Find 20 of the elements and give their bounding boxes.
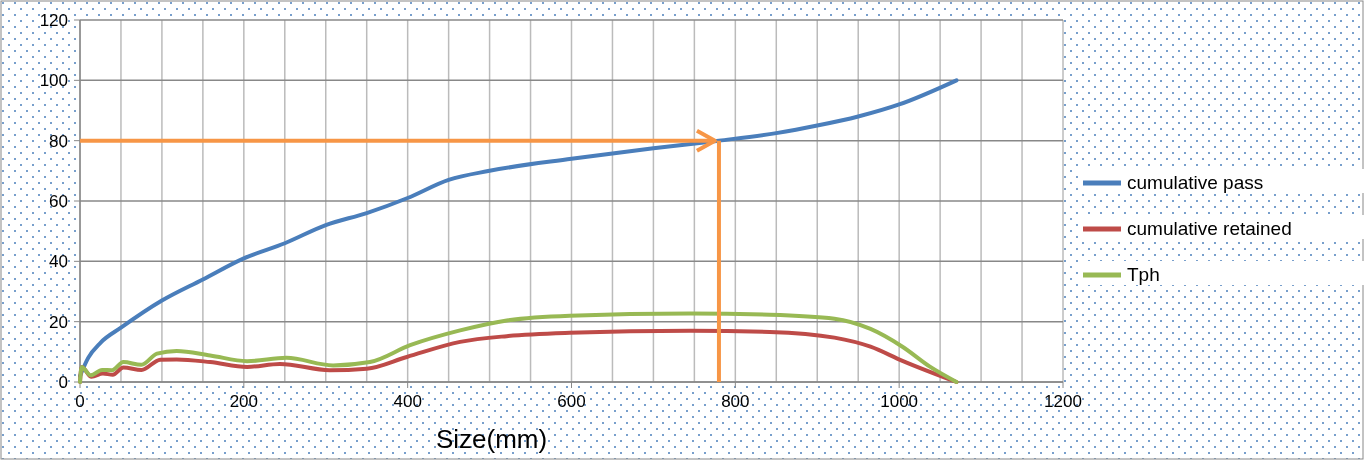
y-tick-label: 100 xyxy=(39,71,68,91)
y-tick-label: 60 xyxy=(49,192,68,211)
x-tick-label: 0 xyxy=(75,392,85,411)
y-tick-label: 40 xyxy=(49,252,68,272)
line-series xyxy=(78,311,959,384)
x-axis-title: Size(mm) xyxy=(435,424,548,454)
legend-label: Tph xyxy=(1127,264,1160,285)
x-tick-label: 400 xyxy=(393,392,422,411)
x-tick-label: 1200 xyxy=(1044,392,1082,411)
x-tick-label: 200 xyxy=(229,392,259,411)
x-tick-label: 600 xyxy=(557,392,586,411)
x-tick-label: 800 xyxy=(721,392,750,411)
y-tick-label: 0 xyxy=(58,373,68,392)
legend-label: cumulative pass xyxy=(1127,172,1264,193)
line-series xyxy=(78,78,959,378)
y-tick-label: 20 xyxy=(49,312,68,332)
x-tick-label: 1000 xyxy=(880,392,919,411)
y-tick-label: 80 xyxy=(49,131,68,151)
y-tick-label: 120 xyxy=(39,11,68,30)
legend-label: cumulative retained xyxy=(1127,218,1292,239)
